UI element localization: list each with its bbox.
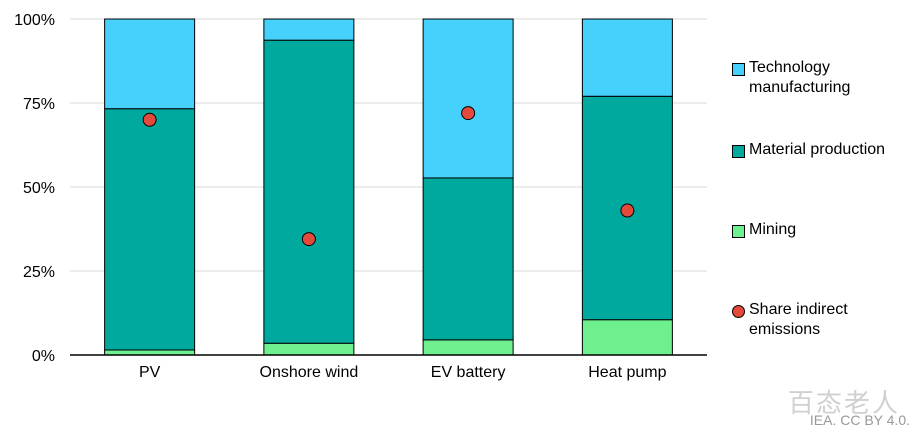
x-tick-label: PV [139, 364, 161, 381]
bar-segment-technology [263, 18, 355, 41]
bar-segment-material-production [422, 177, 514, 341]
legend-item-technology: Technology manufacturing [732, 58, 850, 98]
indirect-share-point [301, 232, 316, 247]
legend-label-technology: Technology manufacturing [749, 59, 851, 96]
y-tick-label: 100% [14, 12, 55, 29]
legend-item-material: Material production [732, 140, 885, 160]
legend-marker-indirect [732, 305, 745, 318]
indirect-share-point [142, 112, 157, 127]
legend-swatch-material [732, 145, 745, 158]
indirect-share-point [461, 106, 476, 121]
watermark: 百态老人 [787, 388, 900, 418]
legend-swatch-technology [732, 63, 745, 76]
source-credit: IEA. CC BY 4.0. [809, 412, 910, 428]
bar-segment-mining [104, 349, 196, 356]
axes: 0% 25% 50% 75% 100% PV Onshore wind EV battery H… [14, 12, 707, 381]
x-tick-label: EV battery [431, 364, 506, 381]
bar-segment-technology [422, 18, 514, 179]
bar-segment-mining [422, 339, 514, 356]
bar-segment-material-production [104, 108, 196, 351]
bar-segment-mining [581, 319, 673, 356]
y-tick-label: 50% [23, 180, 55, 197]
legend-swatch-mining [732, 225, 745, 238]
bar-segment-technology [581, 18, 673, 97]
bar-segment-technology [104, 18, 196, 110]
legend-item-indirect: Share indirect emissions [732, 300, 848, 340]
y-tick-label: 75% [23, 96, 55, 113]
bar-segment-mining [263, 342, 355, 356]
indirect-share-point [620, 203, 635, 218]
indirect-share-points [142, 106, 635, 247]
x-tick-label: Heat pump [588, 364, 666, 381]
bar-segment-material-production [263, 39, 355, 344]
legend-label-material: Material production [749, 141, 886, 158]
legend-label-mining: Mining [749, 221, 797, 238]
y-tick-label: 25% [23, 264, 55, 281]
x-tick-label: Onshore wind [260, 364, 359, 381]
y-tick-label: 0% [32, 348, 55, 365]
legend-item-mining: Mining [732, 220, 796, 240]
legend-label-indirect: Share indirect emissions [749, 301, 848, 338]
